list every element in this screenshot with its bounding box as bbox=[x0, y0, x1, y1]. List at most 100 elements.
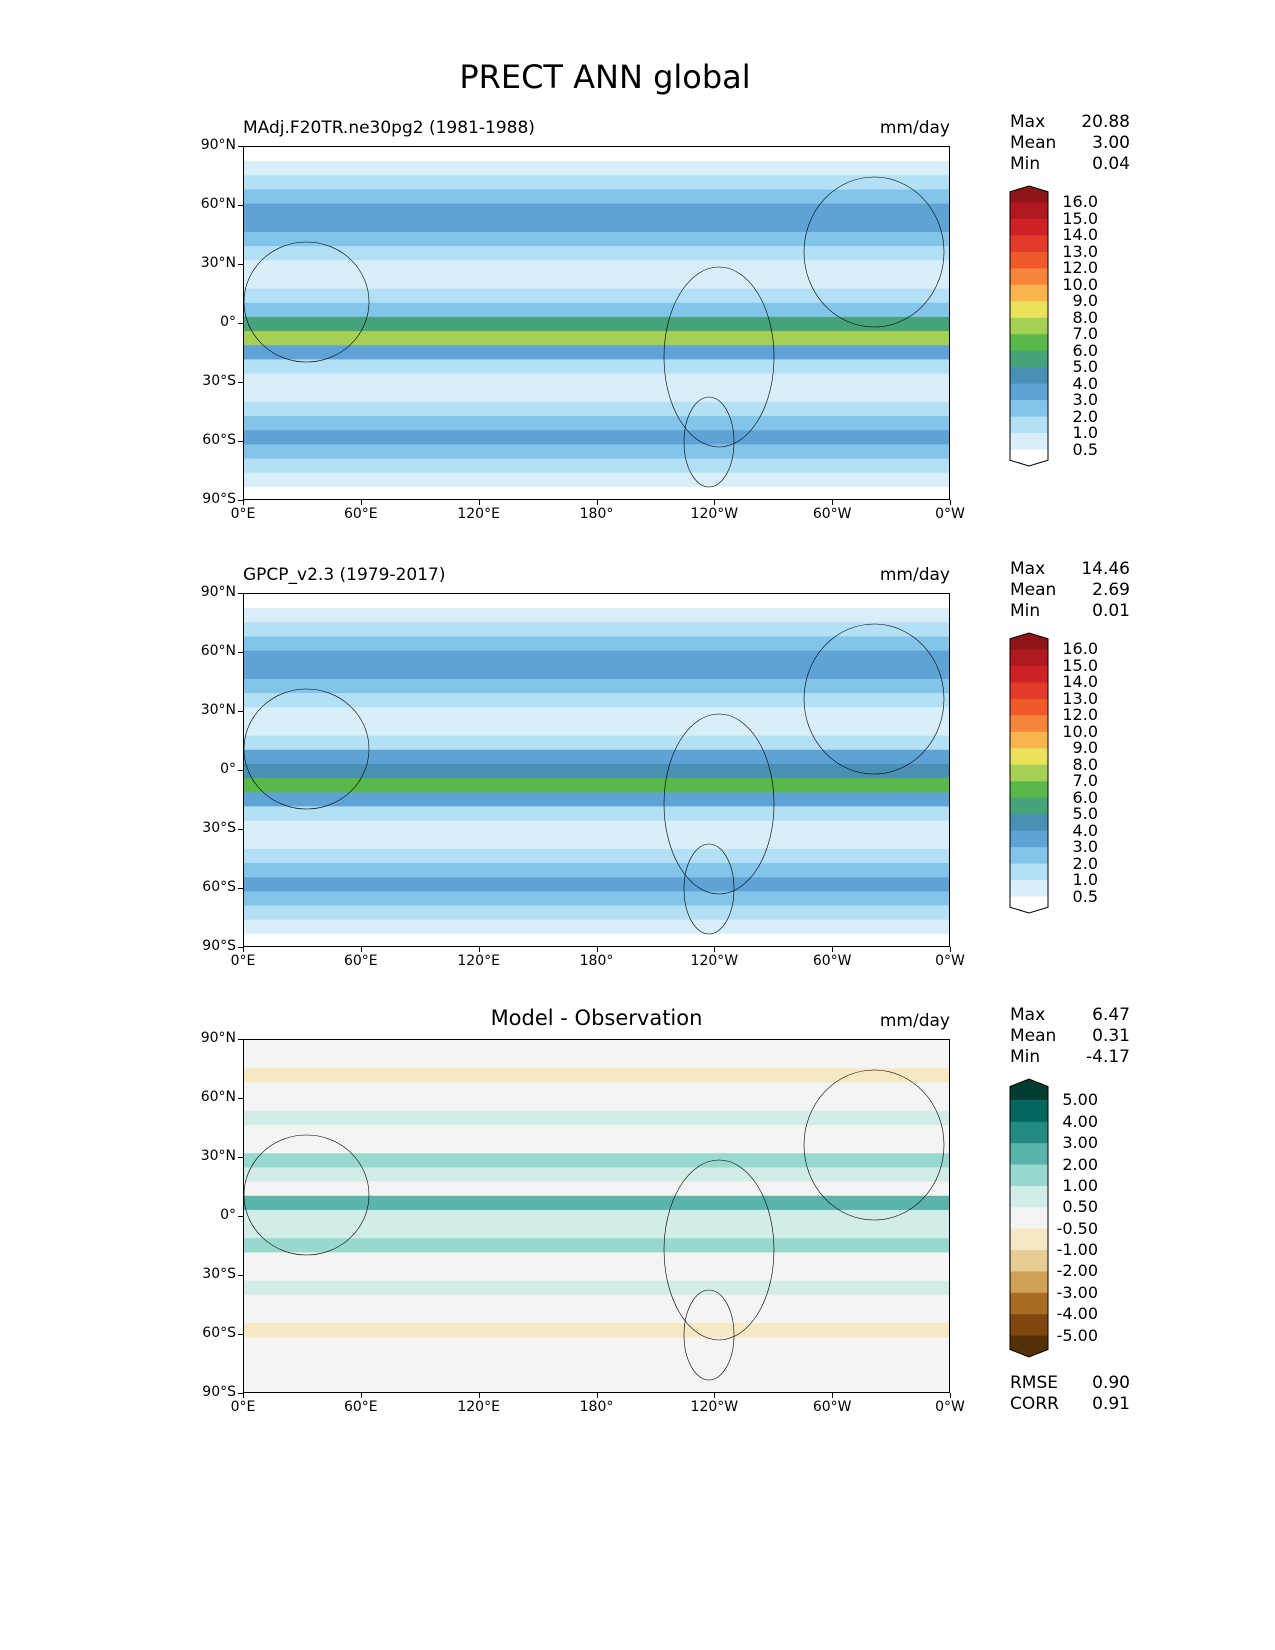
tick-mark bbox=[478, 500, 480, 505]
tick-mark bbox=[238, 1098, 243, 1099]
tick-mark bbox=[238, 593, 243, 594]
colorbar-swatch bbox=[1010, 764, 1048, 782]
contour-band bbox=[244, 735, 949, 751]
tick-mark bbox=[596, 500, 598, 505]
lon-tick-label: 120°E bbox=[457, 506, 500, 522]
colorbar-swatch bbox=[1010, 633, 1048, 650]
tick-mark bbox=[950, 947, 951, 952]
contour-band bbox=[244, 707, 949, 723]
contour-band bbox=[244, 316, 949, 333]
colorbar-tick-label: 1.0 bbox=[1072, 870, 1098, 890]
stat-value: 14.46 bbox=[1081, 559, 1130, 579]
colorbar-tick-label: 1.00 bbox=[1062, 1175, 1098, 1195]
colorbar-swatch bbox=[1010, 1164, 1048, 1187]
colorbar-tick-label: 15.0 bbox=[1062, 655, 1098, 675]
colorbar-tick-label: 12.0 bbox=[1062, 258, 1098, 278]
stat-value: 0.31 bbox=[1092, 1026, 1130, 1046]
tick-mark bbox=[238, 205, 243, 206]
contour-band bbox=[244, 693, 949, 709]
stat-label: Min bbox=[1010, 601, 1041, 621]
colorbar-swatch bbox=[1010, 284, 1048, 302]
tick-mark bbox=[360, 1393, 362, 1398]
lat-tick-label: 90°N bbox=[200, 1030, 236, 1046]
colorbar-swatch bbox=[1010, 748, 1048, 766]
contour-band bbox=[244, 933, 949, 946]
lon-tick-label: 60°E bbox=[343, 953, 378, 969]
colorbar-tick-label: 2.0 bbox=[1072, 406, 1098, 426]
tick-mark bbox=[238, 652, 243, 653]
colorbar-tick-label: 5.00 bbox=[1062, 1090, 1098, 1110]
colorbar-tick-label: -2.00 bbox=[1056, 1261, 1098, 1281]
contour-band bbox=[244, 650, 949, 666]
contour-band bbox=[244, 147, 949, 163]
contour-band bbox=[244, 806, 949, 822]
contour-band bbox=[244, 1323, 949, 1339]
colorbar-tick-label: 13.0 bbox=[1062, 241, 1098, 261]
lat-tick-label: 90°N bbox=[200, 137, 236, 153]
contour-band bbox=[244, 246, 949, 262]
stat-value: 20.88 bbox=[1081, 112, 1130, 132]
colorbar-tick-label: 3.00 bbox=[1062, 1133, 1098, 1153]
contour-band bbox=[244, 1209, 949, 1226]
stat-label: Min bbox=[1010, 154, 1041, 174]
lat-tick-label: 30°S bbox=[202, 1266, 236, 1282]
contour-band bbox=[244, 848, 949, 865]
tick-mark bbox=[238, 323, 243, 324]
tick-mark bbox=[238, 1393, 243, 1394]
tick-mark bbox=[238, 500, 243, 501]
contour-band bbox=[244, 594, 949, 610]
colorbar-tick-label: 0.50 bbox=[1062, 1197, 1098, 1217]
colorbar-swatch bbox=[1010, 1228, 1048, 1251]
colorbar-swatch bbox=[1010, 1314, 1048, 1337]
colorbar-swatch bbox=[1010, 649, 1048, 667]
lon-tick-label: 60°W bbox=[812, 506, 852, 522]
lat-tick-label: 0° bbox=[220, 761, 236, 777]
tick-mark bbox=[478, 947, 480, 952]
colorbar-tick-label: 4.0 bbox=[1072, 373, 1098, 393]
stat-label: Min bbox=[1010, 1047, 1041, 1067]
colorbar-swatch bbox=[1010, 781, 1048, 799]
contour-band bbox=[244, 721, 949, 737]
contour-band bbox=[244, 891, 949, 907]
colorbar-tick-label: 0.5 bbox=[1072, 439, 1098, 459]
colorbar-swatch bbox=[1010, 1143, 1048, 1166]
tick-mark bbox=[238, 264, 243, 265]
colorbar-tick-label: 5.0 bbox=[1072, 357, 1098, 377]
panel-title: Model - Observation bbox=[490, 1006, 703, 1030]
lat-tick-label: 60°N bbox=[200, 1089, 236, 1105]
colorbar-swatch bbox=[1010, 268, 1048, 286]
colorbar-tick-label: 0.5 bbox=[1072, 886, 1098, 906]
coastline bbox=[244, 1134, 370, 1256]
tick-mark bbox=[238, 1275, 243, 1276]
contour-band bbox=[244, 331, 949, 347]
colorbar-tick-label: 13.0 bbox=[1062, 688, 1098, 708]
colorbar-swatch bbox=[1010, 665, 1048, 683]
tick-mark bbox=[360, 947, 362, 952]
colorbar-swatch bbox=[1010, 317, 1048, 335]
contour-band bbox=[244, 905, 949, 921]
lon-tick-label: 120°W bbox=[690, 1399, 739, 1415]
colorbar-swatch bbox=[1010, 1207, 1048, 1230]
colorbar-swatch bbox=[1010, 1185, 1048, 1208]
colorbar-swatch bbox=[1010, 830, 1048, 848]
tick-mark bbox=[238, 770, 243, 771]
lon-tick-label: 180° bbox=[579, 953, 614, 969]
coastline bbox=[663, 713, 775, 895]
lon-tick-label: 180° bbox=[579, 506, 614, 522]
stat-value: 6.47 bbox=[1092, 1005, 1130, 1025]
contour-band bbox=[244, 373, 949, 389]
colorbar-tick-label: 2.0 bbox=[1072, 853, 1098, 873]
stat-label: Max bbox=[1010, 1005, 1046, 1025]
colorbar-tick-label: 4.00 bbox=[1062, 1111, 1098, 1131]
colorbar-tick-label: 10.0 bbox=[1062, 721, 1098, 741]
contour-band bbox=[244, 175, 949, 191]
colorbar-tick-label: -0.50 bbox=[1056, 1218, 1098, 1238]
colorbar-swatch bbox=[1010, 367, 1048, 385]
contour-band bbox=[244, 749, 949, 765]
colorbar-swatch bbox=[1010, 1271, 1048, 1294]
map-field bbox=[244, 147, 949, 499]
colorbar-swatch bbox=[1010, 682, 1048, 700]
tick-mark bbox=[238, 1334, 243, 1335]
colorbar-tick-label: -1.00 bbox=[1056, 1240, 1098, 1260]
colorbar-tick-label: 10.0 bbox=[1062, 274, 1098, 294]
